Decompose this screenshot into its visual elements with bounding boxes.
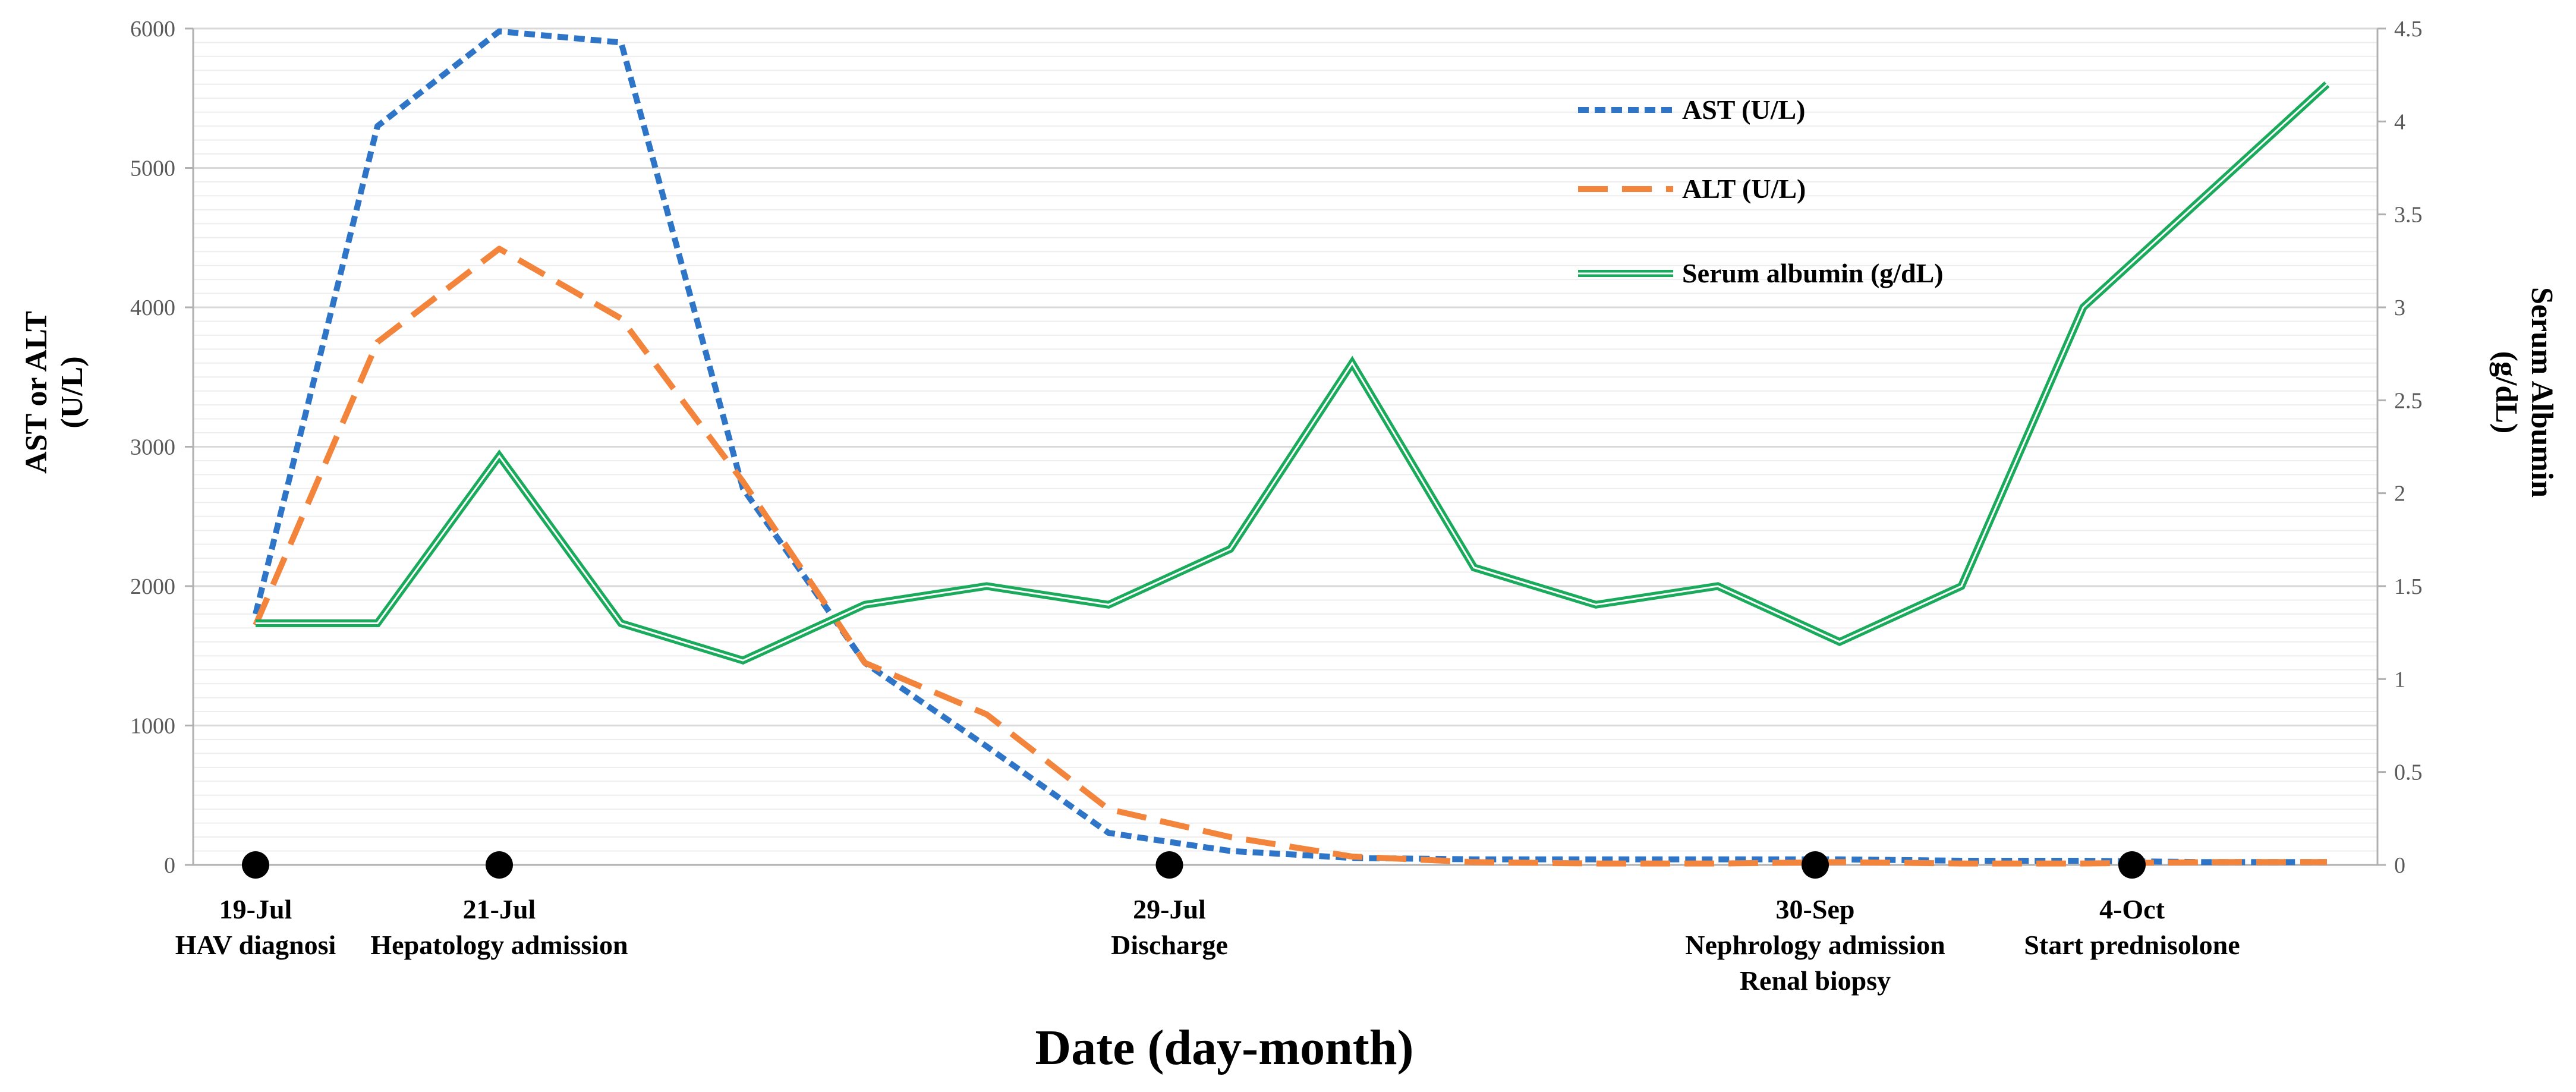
event-0: 19-Jul HAV diagnosi [175, 851, 336, 960]
event-1: 21-Jul Hepatology admission [370, 851, 628, 960]
event-4: 4-Oct Start prednisolone [2024, 851, 2240, 960]
event-label: 30-Sep [1776, 894, 1855, 924]
event-label: Start prednisolone [2024, 930, 2240, 960]
left-tick-label: 6000 [130, 17, 175, 42]
event-marker-dot [242, 851, 269, 879]
right-tick-label: 2 [2394, 482, 2405, 506]
event-label: HAV diagnosi [175, 930, 336, 960]
event-label: 19-Jul [219, 894, 292, 924]
right-axis-title-line-2: (g/dL) [2489, 351, 2523, 434]
legend-label-ast: AST (U/L) [1682, 95, 1805, 125]
left-tick-label: 0 [164, 853, 175, 878]
left-tick-label: 1000 [130, 714, 175, 739]
event-label: Nephrology admission [1685, 930, 1945, 960]
event-label: 21-Jul [463, 894, 536, 924]
event-label: Renal biopsy [1740, 965, 1891, 996]
right-tick-label: 1 [2394, 667, 2405, 692]
event-marker-dot [1802, 851, 1829, 879]
event-label: Hepatology admission [370, 930, 628, 960]
right-tick-label: 3.5 [2394, 203, 2423, 228]
left-tick-label: 3000 [130, 435, 175, 460]
left-tick-label: 2000 [130, 574, 175, 599]
event-3: 30-Sep Nephrology admission Renal biopsy [1685, 851, 1945, 996]
series-line [253, 246, 2327, 867]
left-axis-title-line-2: (U/L) [55, 356, 89, 428]
right-tick-label: 4.5 [2394, 17, 2423, 42]
legend: AST (U/L) ALT (U/L) Serum albumin (g/dL) [1578, 95, 1944, 288]
left-axis-title-line-1: AST or ALT [20, 311, 53, 474]
series-alt [253, 246, 2328, 867]
event-2: 29-Jul Discharge [1111, 851, 1228, 960]
event-marker-dot [2118, 851, 2146, 879]
event-marker-dot [486, 851, 513, 879]
series-line-inner [256, 83, 2328, 662]
right-tick-label: 3 [2394, 295, 2405, 320]
right-axis-title-line-1: Serum Albumin [2525, 287, 2559, 498]
left-tick-label: 5000 [130, 156, 175, 181]
event-label: 29-Jul [1133, 894, 1206, 924]
right-tick-label: 0 [2394, 853, 2405, 878]
right-tick-label: 4 [2394, 109, 2405, 134]
left-tick-label: 4000 [130, 295, 175, 320]
gridlines [193, 27, 2377, 852]
x-axis-title: Date (day-month) [1035, 1020, 1414, 1075]
event-markers: 19-Jul HAV diagnosi 21-Jul Hepatology admis… [175, 851, 2240, 996]
right-axis-title: Serum Albumin (g/dL) [2489, 287, 2559, 498]
event-marker-dot [1155, 851, 1183, 879]
series-line [253, 28, 2327, 866]
right-tick-label: 1.5 [2394, 574, 2423, 599]
left-axis-title: AST or ALT (U/L) [20, 311, 89, 474]
right-tick-label: 2.5 [2394, 388, 2423, 413]
series-albumin [255, 81, 2330, 665]
right-tick-label: 0.5 [2394, 760, 2423, 785]
legend-label-albumin: Serum albumin (g/dL) [1682, 258, 1944, 288]
axes: 0 1000 2000 3000 4000 5000 6000 0 0.5 1 1.5 2 2.5 3 3.… [130, 17, 2423, 878]
legend-label-alt: ALT (U/L) [1682, 174, 1806, 204]
event-label: 4-Oct [2099, 894, 2165, 924]
event-label: Discharge [1111, 930, 1228, 960]
series-layer [253, 28, 2330, 867]
